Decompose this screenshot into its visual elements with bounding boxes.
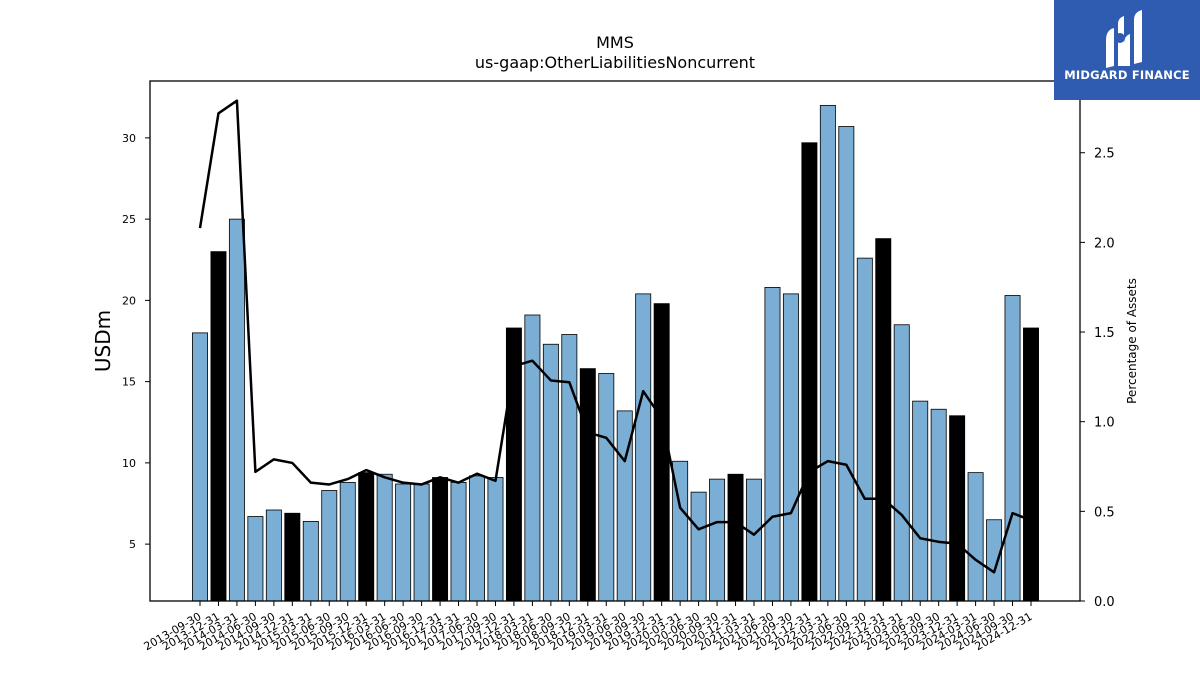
bar <box>819 104 836 602</box>
percentage-of-assets-line <box>198 99 1032 574</box>
bar <box>986 519 1003 602</box>
y2-tick-label: 1.5 <box>1094 326 1115 341</box>
chart-subtitle: us-gaap:OtherLiabilitiesNoncurrent <box>475 53 755 72</box>
bar <box>912 400 929 602</box>
bar <box>801 142 818 602</box>
bar <box>930 408 947 602</box>
y2-tick-label: 1.0 <box>1094 416 1115 431</box>
y2-tick-label: 2.0 <box>1094 236 1115 251</box>
bar <box>1023 327 1039 602</box>
bar <box>192 332 208 602</box>
bar <box>1004 295 1021 602</box>
bar <box>358 472 375 602</box>
y-tick-label: 10 <box>122 457 136 470</box>
bar <box>302 520 319 602</box>
bar <box>727 473 744 602</box>
logo-mark-icon <box>1106 10 1142 68</box>
y2-axis-label: Percentage of Assets <box>1125 278 1139 404</box>
bar <box>579 368 596 602</box>
bar <box>838 126 855 602</box>
bar <box>764 286 781 602</box>
bar <box>450 481 467 602</box>
y-tick-label: 25 <box>122 213 136 226</box>
y-axis-left: 5 10 15 20 25 30 <box>122 132 150 551</box>
bar <box>376 473 393 602</box>
bar <box>413 483 430 602</box>
plot-area-frame <box>149 80 1081 602</box>
bar <box>875 238 892 602</box>
y-tick-label: 15 <box>122 376 136 389</box>
bar <box>339 481 356 602</box>
bar <box>524 314 541 602</box>
bar <box>746 478 762 602</box>
bar <box>469 475 485 602</box>
logo-text: MIDGARD FINANCE <box>1064 68 1190 82</box>
bar <box>949 415 966 602</box>
bar <box>653 303 670 602</box>
bar <box>856 257 873 602</box>
y2-tick-label: 2.5 <box>1094 147 1115 162</box>
bar <box>228 218 245 602</box>
bar <box>598 373 615 602</box>
bar <box>247 516 264 602</box>
bar <box>709 478 726 602</box>
bar <box>690 491 707 602</box>
brand-logo: MIDGARD FINANCE <box>1054 0 1200 100</box>
bar <box>542 343 559 602</box>
y-tick-label: 5 <box>129 538 136 551</box>
bar <box>967 472 984 602</box>
chart-title: MMS <box>596 33 634 52</box>
bar <box>395 483 412 602</box>
y-axis-label: USDm <box>91 310 115 372</box>
bar <box>265 509 282 602</box>
bar <box>487 477 504 602</box>
bar <box>782 293 799 602</box>
y-tick-label: 20 <box>122 294 136 307</box>
bar <box>321 490 338 602</box>
y2-tick-label: 0.5 <box>1094 505 1115 520</box>
y-axis-right: 0.0 0.5 1.0 1.5 2.0 2.5 <box>1080 147 1115 610</box>
bar <box>635 293 652 602</box>
bar <box>284 512 301 602</box>
bar <box>432 477 449 602</box>
bar <box>561 334 578 602</box>
y2-tick-label: 0.0 <box>1094 595 1115 610</box>
x-axis: 2013-09-302013-12-312014-03-312014-06-30… <box>142 601 1035 653</box>
bar <box>210 251 227 602</box>
bar <box>893 324 910 602</box>
y-tick-label: 30 <box>122 132 136 145</box>
